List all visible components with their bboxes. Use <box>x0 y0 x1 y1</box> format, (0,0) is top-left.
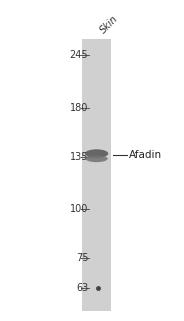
Text: 63: 63 <box>76 283 88 293</box>
Text: 180: 180 <box>70 103 88 113</box>
Text: Afadin: Afadin <box>129 150 162 160</box>
Text: Skin: Skin <box>98 13 120 35</box>
Text: 75: 75 <box>76 253 88 263</box>
Ellipse shape <box>85 149 108 158</box>
Text: 245: 245 <box>70 50 88 60</box>
Text: 100: 100 <box>70 204 88 214</box>
Bar <box>82 39 111 311</box>
Text: 135: 135 <box>70 152 88 162</box>
Ellipse shape <box>86 155 108 162</box>
